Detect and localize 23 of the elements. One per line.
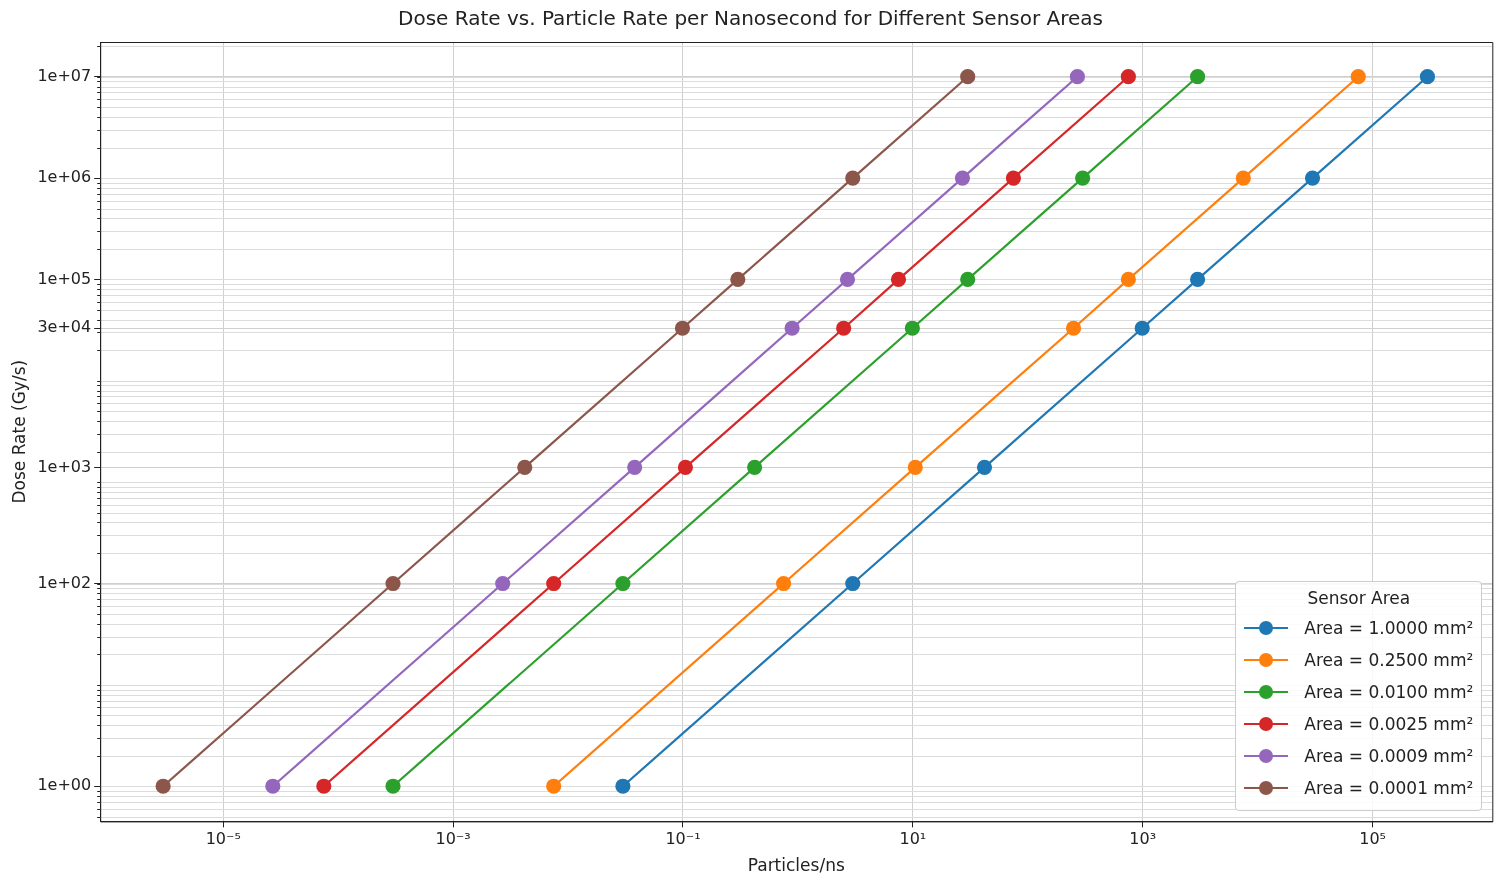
x-axis-title: Particles/ns (747, 855, 845, 876)
legend-label: Area = 0.0009 mm² (1304, 746, 1474, 767)
x-tick-label: 10⁻³ (435, 829, 471, 849)
legend-label: Area = 1.0000 mm² (1304, 618, 1474, 639)
chart-title: Dose Rate vs. Particle Rate per Nanosecond for Different Sensor Areas (398, 6, 1103, 31)
y-tick-label: 1e+02 (37, 572, 92, 592)
x-tick-label: 10⁵ (1359, 829, 1386, 849)
x-tick-label: 10⁻⁵ (205, 829, 241, 849)
y-tick-label: 1e+05 (37, 268, 92, 288)
y-tick-label: 1e+00 (37, 775, 92, 795)
x-tick-label: 10³ (1129, 829, 1157, 849)
y-tick-label: 1e+06 (37, 167, 92, 187)
y-tick-label: 1e+07 (37, 65, 92, 85)
y-axis-title: Dose Rate (Gy/s) (8, 359, 29, 504)
legend-title: Sensor Area (1306, 588, 1412, 609)
y-tick-label: 3e+04 (37, 317, 92, 337)
y-tick-label: 1e+03 (37, 456, 92, 476)
x-tick-label: 10⁻¹ (665, 829, 701, 849)
legend-label: Area = 0.0100 mm² (1304, 682, 1474, 703)
x-tick-label: 10¹ (899, 829, 927, 849)
legend-label: Area = 0.0025 mm² (1304, 714, 1474, 735)
legend-label: Area = 0.0001 mm² (1304, 778, 1474, 799)
legend-label: Area = 0.2500 mm² (1304, 650, 1474, 671)
